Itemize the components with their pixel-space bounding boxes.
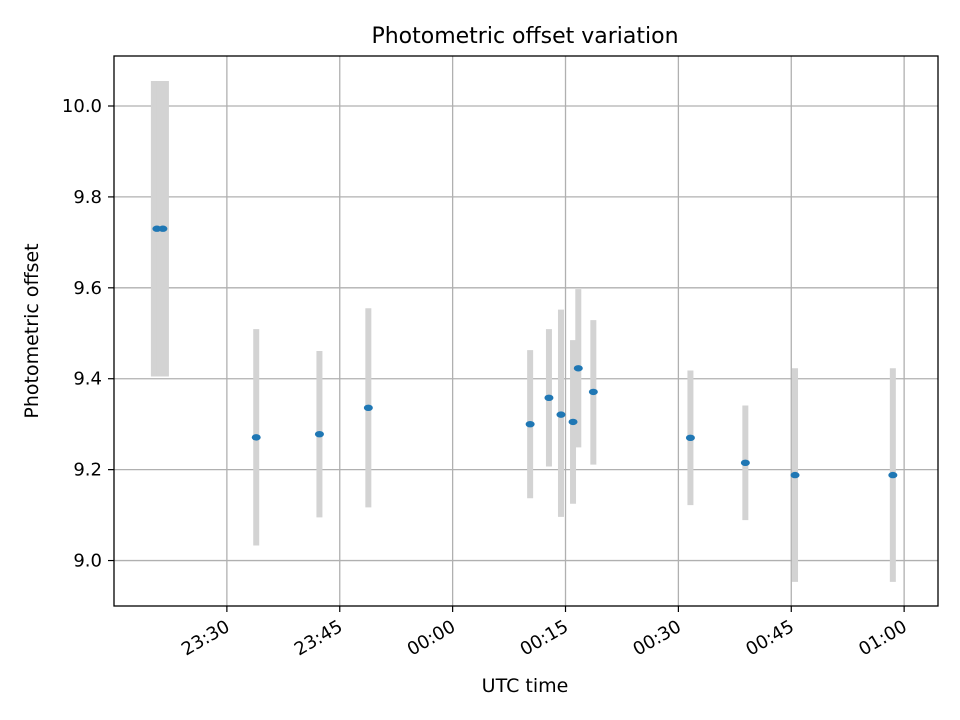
chart-title: Photometric offset variation xyxy=(371,24,678,49)
data-point xyxy=(158,225,168,232)
data-point xyxy=(251,434,261,441)
data-points xyxy=(152,225,898,479)
data-point xyxy=(573,365,583,372)
grid xyxy=(114,56,938,606)
data-point xyxy=(568,418,578,426)
y-tick-label: 9.6 xyxy=(73,278,102,299)
data-point xyxy=(525,420,535,428)
y-tick-label: 10.0 xyxy=(62,96,102,117)
y-tick-label: 9.2 xyxy=(73,460,102,481)
data-point xyxy=(544,394,554,402)
plot-frame xyxy=(113,55,939,607)
data-point xyxy=(888,471,898,479)
y-axis-label: Photometric offset xyxy=(21,243,43,418)
data-point xyxy=(363,404,373,412)
x-axis-label: UTC time xyxy=(482,675,569,697)
data-point xyxy=(740,459,750,467)
y-axis-ticks: 9.0 9.2 9.4 9.6 9.8 10.0 xyxy=(62,96,114,572)
data-point xyxy=(685,434,695,442)
y-tick-label: 9.0 xyxy=(73,551,102,572)
data-point xyxy=(314,430,324,438)
data-point xyxy=(556,411,566,418)
data-point xyxy=(790,471,800,479)
y-tick-label: 9.8 xyxy=(73,187,102,208)
y-tick-label: 9.4 xyxy=(73,369,102,390)
data-point xyxy=(588,388,598,396)
